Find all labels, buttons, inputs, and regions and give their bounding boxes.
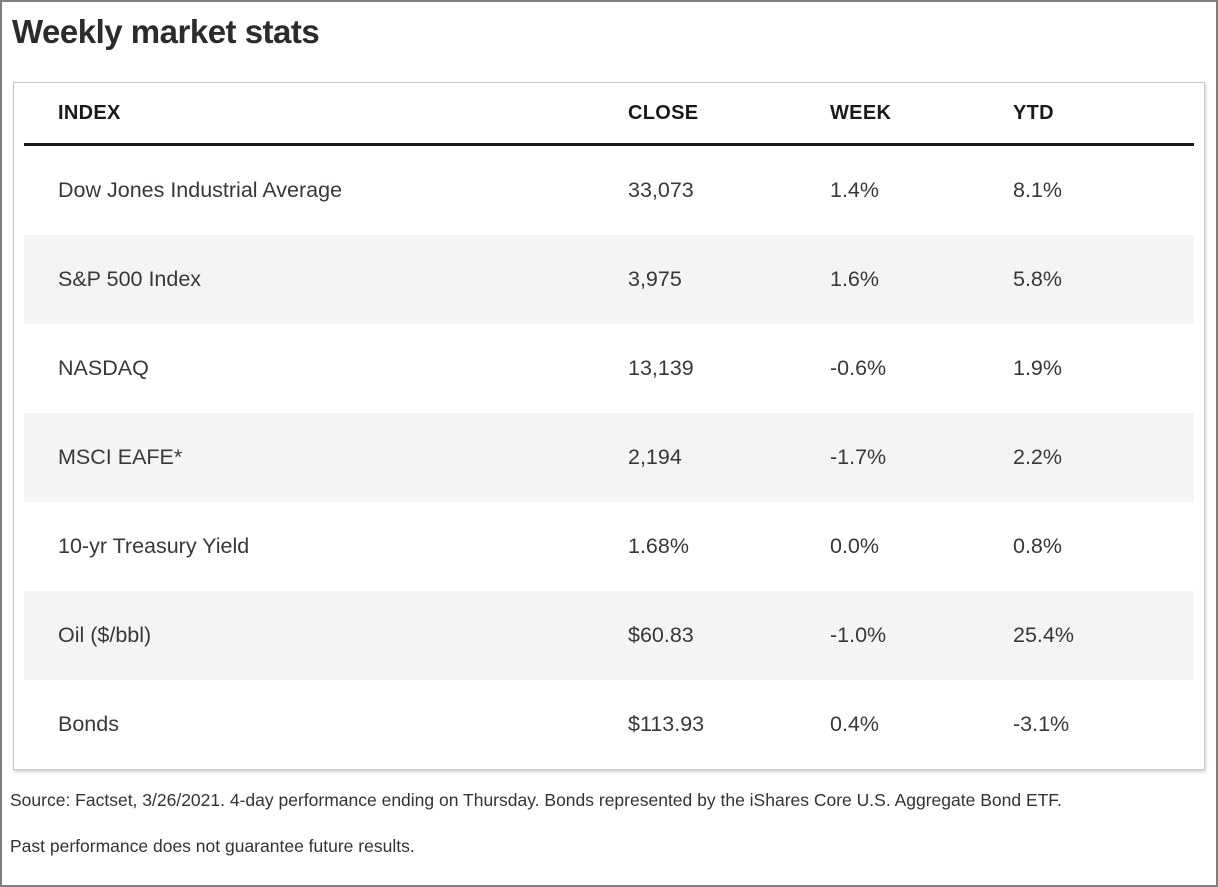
table-row: S&P 500 Index 3,975 1.6% 5.8% xyxy=(24,235,1194,324)
source-note: Source: Factset, 3/26/2021. 4-day perfor… xyxy=(10,790,1062,810)
week-cell: -0.6% xyxy=(830,356,887,380)
week-cell: -1.0% xyxy=(830,623,887,647)
ytd-cell: 5.8% xyxy=(1013,267,1063,291)
close-cell: 3,975 xyxy=(628,267,682,291)
week-cell: 1.6% xyxy=(830,267,880,291)
disclaimer-note: Past performance does not guarantee futu… xyxy=(10,836,415,856)
ytd-cell: 2.2% xyxy=(1013,445,1063,469)
week-cell: 1.4% xyxy=(830,178,880,202)
table-row: NASDAQ 13,139 -0.6% 1.9% xyxy=(24,324,1194,413)
table-row: 10-yr Treasury Yield 1.68% 0.0% 0.8% xyxy=(24,502,1194,591)
footnotes: Source: Factset, 3/26/2021. 4-day perfor… xyxy=(10,790,1216,857)
close-cell: 33,073 xyxy=(628,178,694,202)
table-row: Bonds $113.93 0.4% -3.1% xyxy=(24,680,1194,769)
ytd-cell: 25.4% xyxy=(1013,623,1074,647)
week-cell: -1.7% xyxy=(830,445,887,469)
index-cell: Dow Jones Industrial Average xyxy=(58,178,343,202)
index-cell: Bonds xyxy=(58,712,119,736)
stats-table-card: INDEX CLOSE WEEK YTD Dow Jones Industria… xyxy=(13,82,1205,770)
close-cell: $113.93 xyxy=(628,712,705,736)
close-cell: 1.68% xyxy=(628,534,689,558)
week-cell: 0.4% xyxy=(830,712,880,736)
week-cell: 0.0% xyxy=(830,534,880,558)
table-header-row: INDEX CLOSE WEEK YTD xyxy=(24,83,1194,146)
column-header-ytd: YTD xyxy=(1013,83,1194,146)
table-row: Oil ($/bbl) $60.83 -1.0% 25.4% xyxy=(24,591,1194,680)
table-row: MSCI EAFE* 2,194 -1.7% 2.2% xyxy=(24,413,1194,502)
column-header-index: INDEX xyxy=(24,83,628,146)
close-cell: 13,139 xyxy=(628,356,694,380)
page-title: Weekly market stats xyxy=(12,13,320,50)
column-header-week: WEEK xyxy=(830,83,1013,146)
weekly-market-stats-table: INDEX CLOSE WEEK YTD Dow Jones Industria… xyxy=(24,83,1194,769)
ytd-cell: 8.1% xyxy=(1013,178,1063,202)
index-cell: NASDAQ xyxy=(58,356,149,380)
ytd-cell: 0.8% xyxy=(1013,534,1063,558)
index-cell: 10-yr Treasury Yield xyxy=(58,534,250,558)
index-cell: Oil ($/bbl) xyxy=(58,623,152,647)
column-header-close: CLOSE xyxy=(628,83,830,146)
index-cell: S&P 500 Index xyxy=(58,267,202,291)
index-cell: MSCI EAFE* xyxy=(58,445,183,469)
close-cell: $60.83 xyxy=(628,623,694,647)
ytd-cell: -3.1% xyxy=(1013,712,1070,736)
table-row: Dow Jones Industrial Average 33,073 1.4%… xyxy=(24,145,1194,236)
close-cell: 2,194 xyxy=(628,445,682,469)
ytd-cell: 1.9% xyxy=(1013,356,1063,380)
